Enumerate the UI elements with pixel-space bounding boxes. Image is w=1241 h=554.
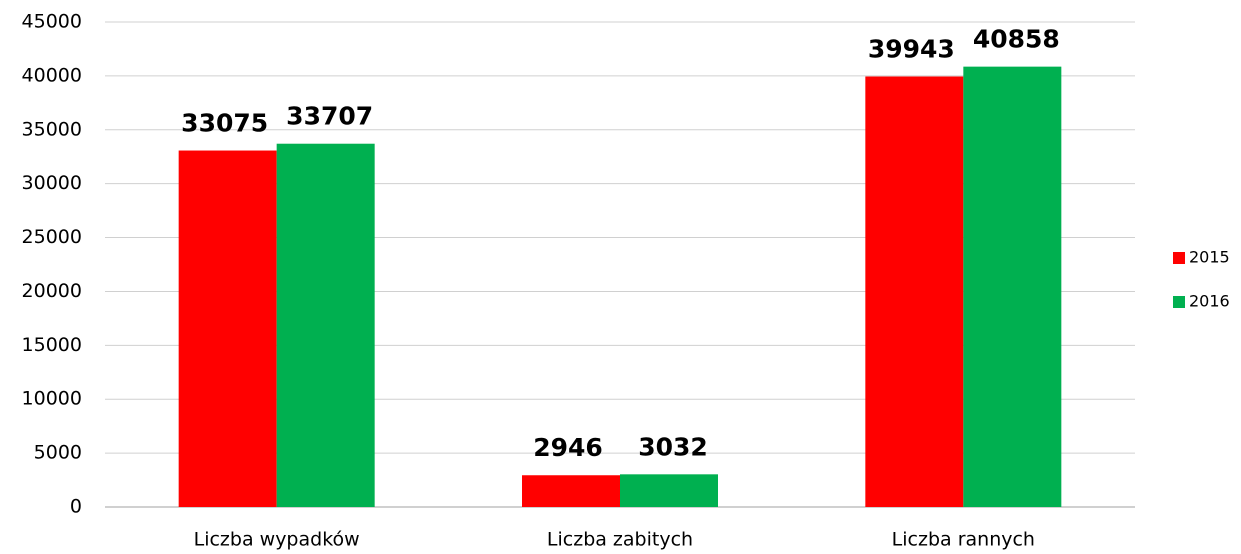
- legend-swatch: [1173, 296, 1185, 308]
- x-tick-label: Liczba zabitych: [547, 529, 693, 551]
- y-tick-label: 30000: [22, 172, 82, 194]
- y-tick-label: 20000: [22, 280, 82, 302]
- y-tick-label: 10000: [22, 388, 82, 410]
- y-tick-label: 45000: [22, 11, 82, 33]
- legend-swatch: [1173, 252, 1185, 264]
- value-label: 33707: [286, 102, 373, 131]
- legend-label: 2016: [1189, 292, 1230, 311]
- x-tick-label: Liczba rannych: [892, 529, 1035, 551]
- bar: [963, 66, 1062, 508]
- x-tick-label: Liczba wypadków: [194, 529, 360, 551]
- y-tick-label: 0: [70, 496, 82, 518]
- bar: [276, 143, 375, 507]
- y-tick-label: 25000: [22, 226, 82, 248]
- value-label: 33075: [181, 109, 268, 138]
- legend-label: 2015: [1189, 248, 1230, 267]
- value-label: 39943: [868, 35, 955, 64]
- value-label: 40858: [973, 25, 1060, 54]
- value-label: 3032: [638, 432, 708, 461]
- y-tick-label: 40000: [22, 64, 82, 86]
- bar: [522, 475, 620, 507]
- bar: [865, 76, 964, 507]
- bar: [178, 150, 277, 507]
- y-tick-label: 15000: [22, 334, 82, 356]
- y-tick-label: 35000: [22, 118, 82, 140]
- bar: [620, 474, 718, 507]
- y-tick-label: 5000: [34, 442, 82, 464]
- value-label: 2946: [533, 433, 603, 462]
